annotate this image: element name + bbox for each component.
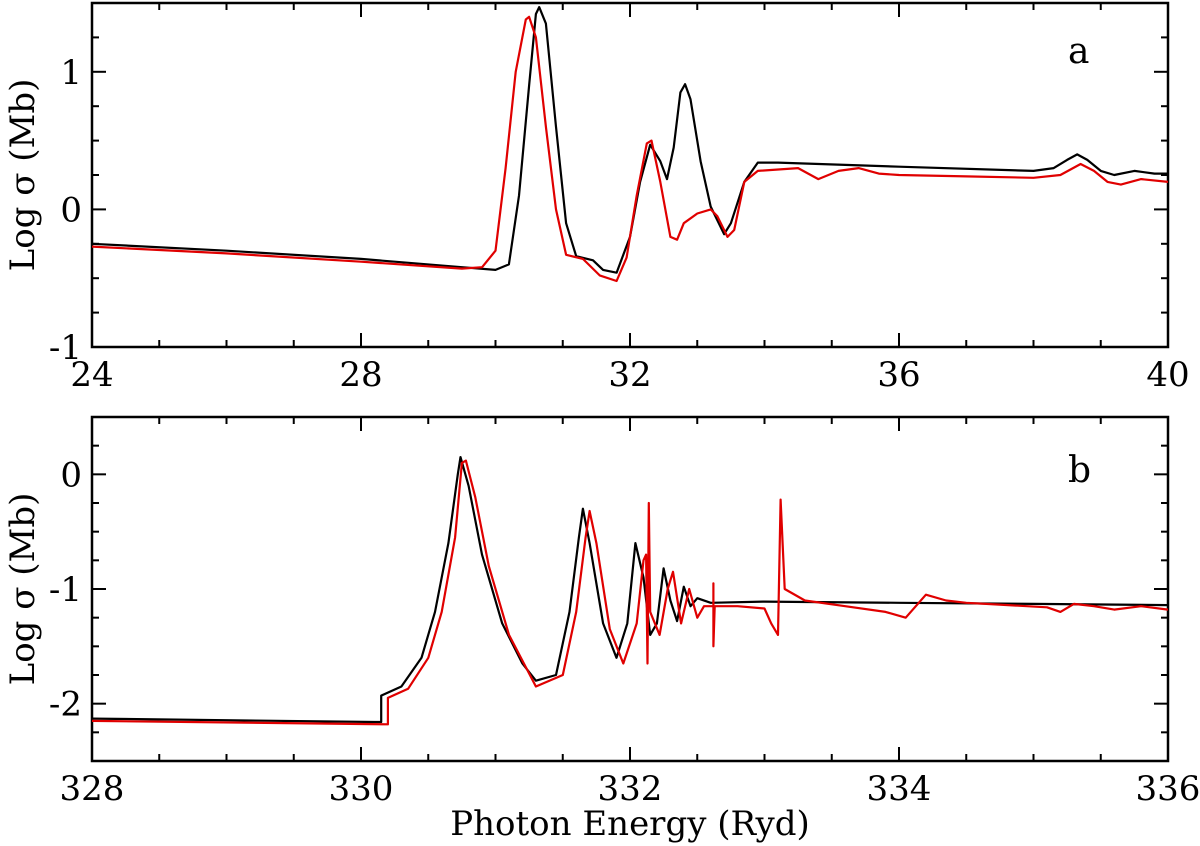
panel-b-x-tick-label: 336 bbox=[1136, 769, 1200, 809]
panel-b-x-tick-label: 334 bbox=[867, 769, 932, 809]
panel-b-series-group bbox=[91, 456, 1169, 726]
panel-b-x-tick-label: 332 bbox=[598, 769, 663, 809]
panel-a-y-tick-label: -1 bbox=[49, 328, 82, 368]
panel-b-y-axis-label: Log σ (Mb) bbox=[3, 493, 43, 686]
panel-b-y-tick-label: 0 bbox=[60, 455, 82, 495]
panel-b-series-red-line bbox=[91, 459, 1169, 726]
panel-a-series-red-line bbox=[91, 15, 1169, 283]
panel-a-ticks: 24 28 32 36 40 -1 0 1 bbox=[49, 2, 1190, 395]
panel-b-series-black-line bbox=[91, 456, 1169, 724]
panel-b-ticks: 328 330 332 334 336 -2 -1 0 bbox=[49, 416, 1200, 809]
panel-a-frame bbox=[90, 1, 1170, 349]
panel-b-y-tick-label: -1 bbox=[49, 570, 82, 610]
panel-a-series-group bbox=[91, 6, 1169, 283]
panel-b-label: b bbox=[1068, 450, 1091, 491]
panel-a-y-tick-label: 1 bbox=[60, 53, 82, 93]
panel-a-x-tick-label: 40 bbox=[1146, 355, 1189, 395]
panel-b: 328 330 332 334 336 -2 -1 0 b Log σ (Mb) Photon… bbox=[3, 415, 1200, 844]
panel-a-label: a bbox=[1068, 31, 1089, 72]
panel-a-x-tick-label: 24 bbox=[70, 355, 113, 395]
panel-a-series-black-line bbox=[91, 6, 1168, 274]
panel-a-y-axis-label: Log σ (Mb) bbox=[3, 79, 43, 272]
panel-b-x-tick-label: 330 bbox=[329, 769, 394, 809]
panel-a-x-tick-label: 28 bbox=[339, 355, 382, 395]
panel-a: 24 28 32 36 40 -1 0 1 a Log σ (Mb) bbox=[3, 1, 1190, 395]
panel-a-y-tick-label: 0 bbox=[60, 190, 82, 230]
panel-a-x-tick-label: 32 bbox=[608, 355, 651, 395]
x-axis-label: Photon Energy (Ryd) bbox=[450, 804, 809, 844]
panel-b-y-tick-label: -2 bbox=[49, 685, 82, 725]
panel-b-x-tick-label: 328 bbox=[60, 769, 125, 809]
panel-a-x-tick-label: 36 bbox=[877, 355, 920, 395]
